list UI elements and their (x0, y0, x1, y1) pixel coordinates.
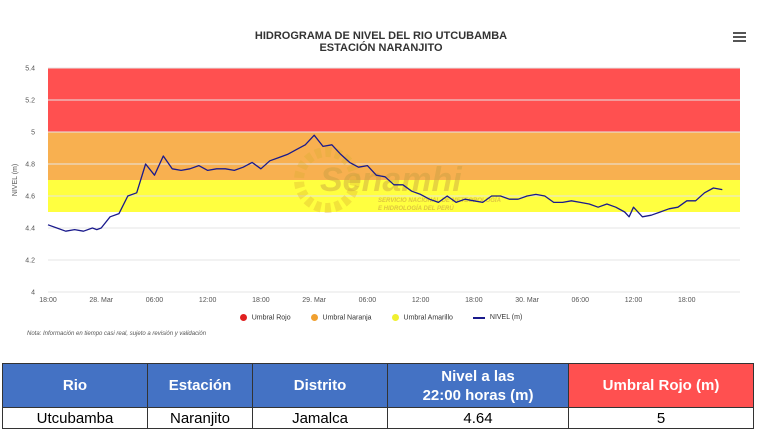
legend-label: Umbral Rojo (251, 314, 291, 322)
x-tick-label: 06:00 (359, 297, 377, 304)
legend-label: NIVEL (m) (489, 314, 523, 322)
cell-umbral-rojo: 5 (568, 407, 754, 429)
y-tick-label: 4.8 (25, 162, 35, 169)
legend-item-rojo[interactable]: Umbral Rojo (239, 314, 291, 322)
table-header-row: Rio Estación Distrito Nivel a las 22:00 h… (2, 363, 754, 408)
header-nivel-line1: Nivel a las (441, 367, 515, 385)
watermark-line2: E HIDROLOGÍA DEL PERÚ (378, 205, 454, 212)
legend-item-nivel[interactable]: NIVEL (m) (472, 314, 523, 322)
cell-estacion: Naranjito (147, 407, 253, 429)
table-row: Utcubamba Naranjito Jamalca 4.64 5 (2, 407, 754, 429)
x-tick-label: 06:00 (572, 297, 590, 304)
legend-label: Umbral Naranja (322, 314, 372, 322)
x-tick-label: 06:00 (146, 297, 164, 304)
x-tick-label: 29. Mar (302, 297, 326, 304)
station-info-table: Rio Estación Distrito Nivel a las 22:00 h… (2, 363, 754, 429)
watermark-logo: Senamhi (320, 161, 463, 199)
watermark-sun-icon (294, 147, 360, 213)
x-tick-label: 18:00 (252, 297, 270, 304)
legend-line-icon (472, 316, 485, 319)
y-tick-label: 4.4 (25, 226, 35, 233)
legend-dot-icon (239, 314, 247, 321)
header-nivel-line2: 22:00 horas (m) (422, 386, 534, 404)
x-tick-label: 18:00 (465, 297, 483, 304)
legend-item-naranja[interactable]: Umbral Naranja (310, 314, 372, 322)
senamhi-watermark: Senamhi SERVICIO NACIONAL DE METEOROLOGÍ… (294, 147, 501, 213)
x-tick-label: 18:00 (39, 297, 57, 304)
x-tick-labels: 18:00 28. Mar 06:00 12:00 18:00 29. Mar 06:00 1… (39, 297, 695, 304)
series-layer (47, 134, 723, 232)
x-tick-label: 12:00 (199, 297, 217, 304)
y-tick-label: 4.2 (25, 258, 35, 265)
x-tick-label: 12:00 (625, 297, 643, 304)
series-line-0 (47, 134, 723, 232)
chart-title: HIDROGRAMA DE NIVEL DEL RIO UTCUBAMBA (254, 30, 508, 42)
header-distrito: Distrito (252, 363, 388, 408)
y-tick-labels: 4 4.2 4.4 4.6 4.8 5 5.2 5.4 (25, 66, 35, 297)
watermark-line1: SERVICIO NACIONAL DE METEOROLOGÍA (378, 197, 501, 204)
chart-subtitle: ESTACIÓN NARANJITO (319, 42, 443, 54)
chart-legend: Umbral Rojo Umbral Naranja Umbral Amaril… (0, 314, 762, 321)
y-tick-label: 5.4 (25, 66, 35, 73)
header-estacion: Estación (147, 363, 253, 408)
chart-note: Nota: Información en tiempo casi real, s… (27, 331, 207, 337)
header-nivel: Nivel a las 22:00 horas (m) (387, 363, 569, 408)
legend-label: Umbral Amarillo (403, 314, 453, 322)
cell-nivel: 4.64 (387, 407, 569, 429)
y-tick-label: 5.2 (25, 98, 35, 105)
cell-distrito: Jamalca (252, 407, 388, 429)
legend-dot-icon (391, 314, 399, 321)
header-umbral-rojo: Umbral Rojo (m) (568, 363, 754, 408)
legend-item-amarillo[interactable]: Umbral Amarillo (391, 314, 453, 322)
y-tick-label: 4.6 (25, 194, 35, 201)
y-axis-label: NIVEL (m) (12, 164, 19, 196)
hydrograph-chart: HIDROGRAMA DE NIVEL DEL RIO UTCUBAMBA ES… (0, 30, 762, 337)
grid-lines (48, 67, 740, 293)
x-tick-label: 28. Mar (89, 297, 113, 304)
legend-dot-icon (310, 314, 318, 321)
plot-svg: Senamhi SERVICIO NACIONAL DE METEOROLOGÍ… (12, 66, 740, 304)
cell-rio: Utcubamba (2, 407, 148, 429)
hamburger-menu-icon[interactable] (733, 32, 746, 44)
header-rio: Rio (2, 363, 148, 408)
chart-title-block: HIDROGRAMA DE NIVEL DEL RIO UTCUBAMBA ES… (0, 30, 762, 54)
x-tick-label: 30. Mar (515, 297, 539, 304)
x-tick-label: 18:00 (678, 297, 696, 304)
y-tick-label: 5 (31, 130, 35, 137)
x-tick-label: 12:00 (412, 297, 430, 304)
y-tick-label: 4 (31, 290, 35, 297)
